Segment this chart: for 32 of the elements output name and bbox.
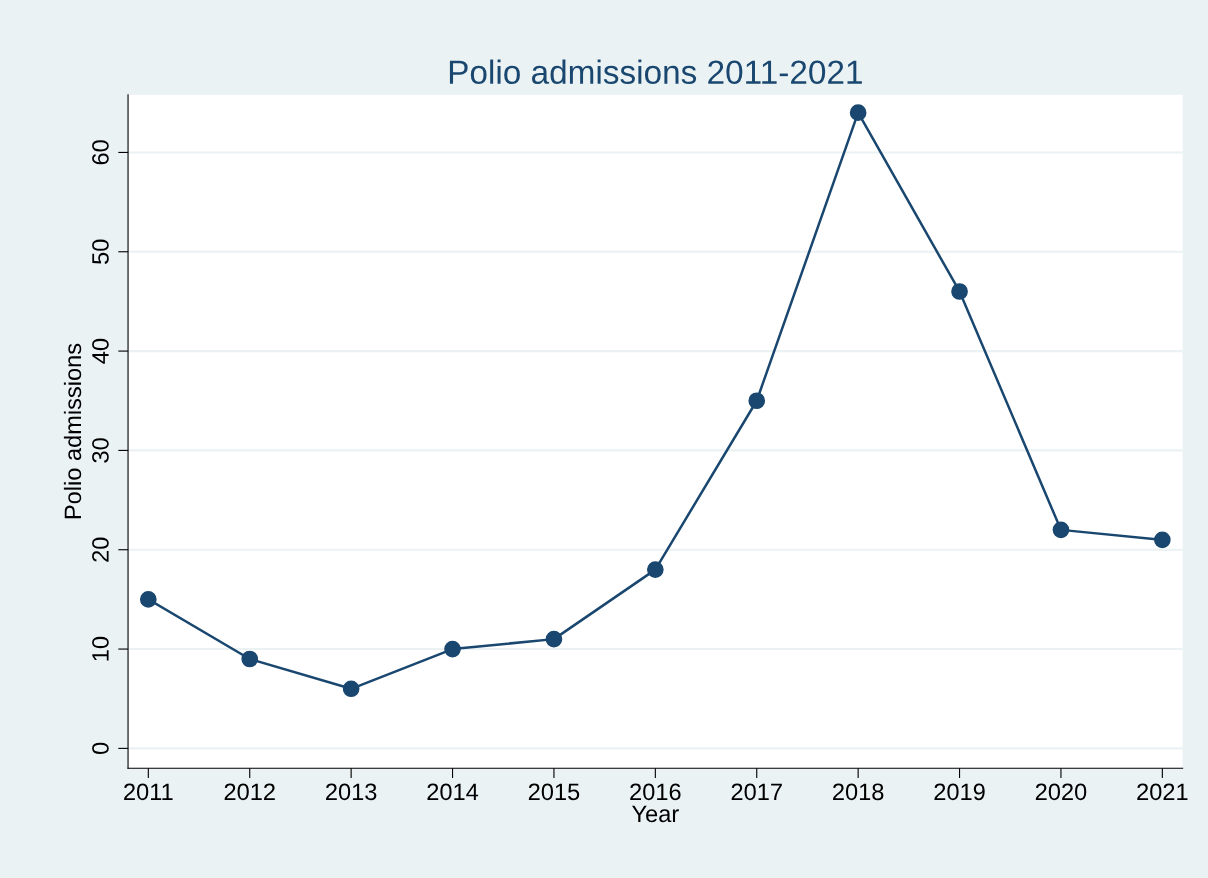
point [647, 561, 664, 578]
y-tick-label: 40 [92, 338, 109, 364]
y-tick-label: 50 [92, 239, 109, 264]
point [139, 591, 157, 608]
point [1052, 521, 1070, 539]
x-tick-label: 2015 [528, 783, 580, 801]
x-tick-label: 2013 [326, 783, 377, 801]
x-axis-title: Year [632, 805, 679, 823]
point [748, 392, 766, 410]
chart-title: Polio admissions 2011-2021 [449, 59, 862, 85]
x-tick-label: 2012 [224, 783, 275, 801]
y-tick-label: 60 [92, 140, 109, 165]
point [849, 104, 867, 122]
x-tick-label: 2014 [427, 783, 479, 801]
x-tick-label: 2020 [1035, 783, 1087, 801]
point [444, 640, 461, 658]
x-tick-label: 2018 [833, 783, 884, 801]
point [1154, 531, 1171, 549]
x-tick-label: 2016 [630, 783, 681, 801]
x-tick-label: 2019 [934, 783, 985, 801]
y-tick-label: 30 [92, 438, 109, 463]
y-tick-label: 20 [92, 537, 109, 562]
y-tick-label: 10 [92, 636, 109, 661]
x-tick-label: 2011 [124, 783, 173, 801]
point [545, 630, 563, 648]
point [342, 680, 360, 698]
y-tick-label: 0 [92, 742, 109, 755]
point [951, 283, 968, 300]
x-tick-label: 2021 [1137, 783, 1188, 801]
y-axis-title: Polio admissions [63, 343, 82, 519]
x-tick-label: 2017 [731, 783, 782, 801]
point [241, 650, 259, 668]
